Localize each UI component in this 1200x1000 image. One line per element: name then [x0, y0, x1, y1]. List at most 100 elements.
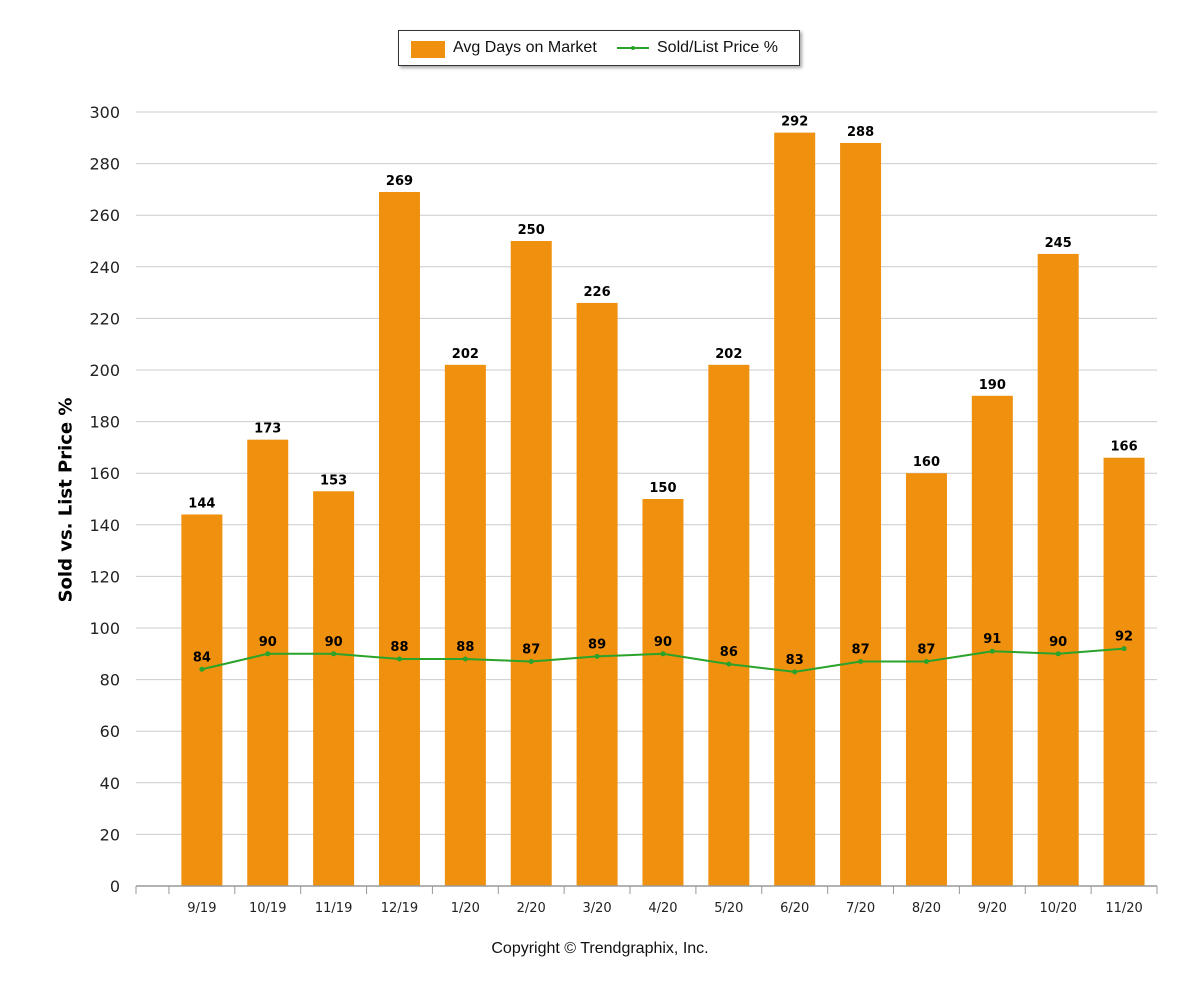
- line-value-label: 90: [259, 635, 277, 650]
- x-tick-label-11/19: 11/19: [315, 901, 352, 916]
- x-tick-label-9/19: 9/19: [187, 901, 216, 916]
- line-value-label: 88: [390, 640, 408, 655]
- bar-6/20: [774, 132, 816, 886]
- x-tick-label-3/20: 3/20: [582, 901, 611, 916]
- line-point-10/19: [265, 651, 271, 657]
- bar-value-label: 202: [715, 347, 742, 362]
- y-tick-label-120: 120: [89, 567, 120, 586]
- y-axis-title: Sold vs. List Price %: [55, 397, 77, 603]
- x-tick-label-11/20: 11/20: [1105, 901, 1142, 916]
- y-tick-label-40: 40: [100, 774, 120, 793]
- bar-3/20: [576, 302, 618, 886]
- line-value-label: 87: [852, 643, 870, 658]
- bar-11/19: [313, 491, 355, 886]
- y-tick-label-0: 0: [110, 877, 120, 896]
- line-point-4/20: [660, 651, 666, 657]
- x-tick-label-5/20: 5/20: [714, 901, 743, 916]
- bar-value-label: 144: [188, 496, 215, 511]
- line-point-12/19: [396, 656, 402, 662]
- y-tick-label-220: 220: [89, 309, 120, 328]
- line-value-label: 84: [193, 650, 211, 665]
- line-value-label: 88: [456, 640, 474, 655]
- bar-value-label: 226: [584, 285, 611, 300]
- line-value-label: 87: [522, 643, 540, 658]
- bar-12/19: [378, 191, 420, 887]
- bar-value-label: 269: [386, 174, 413, 189]
- y-tick-label-240: 240: [89, 258, 120, 277]
- legend-line-label: Sold/List Price %: [657, 39, 778, 56]
- bar-10/20: [1037, 253, 1079, 886]
- bar-value-label: 150: [649, 481, 676, 496]
- x-tick-label-10/20: 10/20: [1039, 901, 1076, 916]
- legend-bar-label: Avg Days on Market: [453, 39, 597, 56]
- bar-10/19: [247, 439, 289, 886]
- bar-value-label: 166: [1110, 440, 1137, 455]
- y-tick-label-160: 160: [89, 464, 120, 483]
- bar-value-label: 292: [781, 115, 808, 130]
- bar-data-labels: 144 173 153 269 202 250 226 150 202 292 288 160 190 2…: [188, 115, 1137, 512]
- bar-4/20: [642, 499, 684, 886]
- line-point-2/20: [528, 659, 534, 665]
- line-data-labels: 84 90 90 88 88 87 89 90 86 83 87 87 91 90 92: [193, 630, 1133, 668]
- line-point-3/20: [594, 653, 600, 659]
- bar-value-label: 173: [254, 422, 281, 437]
- line-series-sold-list: [199, 646, 1127, 675]
- x-tick-label-2/20: 2/20: [517, 901, 546, 916]
- bar-8/20: [905, 473, 947, 886]
- line-value-label: 89: [588, 637, 606, 652]
- bar-value-label: 250: [518, 223, 545, 238]
- line-point-9/19: [199, 666, 205, 672]
- line-value-label: 86: [720, 645, 738, 660]
- bar-value-label: 153: [320, 473, 347, 488]
- line-point-9/20: [989, 648, 995, 654]
- bar-5/20: [708, 364, 750, 887]
- line-point-1/20: [462, 656, 468, 662]
- bar-9/19: [181, 514, 223, 886]
- x-tick-label-12/19: 12/19: [381, 901, 418, 916]
- copyright-text: Copyright © Trendgraphix, Inc.: [491, 940, 709, 957]
- y-tick-label-280: 280: [89, 155, 120, 174]
- y-axis-ticks: 0 20 40 60 80 100 120 140 160 180 200 220 240 260 280 3…: [89, 103, 120, 896]
- line-point-6/20: [792, 669, 798, 675]
- bar-9/20: [971, 395, 1013, 886]
- y-tick-label-20: 20: [100, 825, 120, 844]
- bar-series-avg-days: [181, 132, 1145, 887]
- line-value-label: 83: [786, 653, 804, 668]
- line-value-label: 87: [917, 643, 935, 658]
- y-tick-label-60: 60: [100, 722, 120, 741]
- bar-7/20: [840, 142, 882, 886]
- line-value-label: 90: [325, 635, 343, 650]
- x-tick-label-8/20: 8/20: [912, 901, 941, 916]
- bar-value-label: 288: [847, 125, 874, 140]
- bar-value-label: 160: [913, 455, 940, 470]
- line-point-11/20: [1121, 646, 1127, 652]
- bar-2/20: [510, 241, 552, 886]
- line-point-7/20: [858, 659, 864, 665]
- y-tick-label-200: 200: [89, 361, 120, 380]
- y-tick-label-300: 300: [89, 103, 120, 122]
- line-point-11/19: [331, 651, 337, 657]
- line-point-5/20: [726, 661, 732, 667]
- x-tick-label-9/20: 9/20: [978, 901, 1007, 916]
- bar-1/20: [444, 364, 486, 887]
- y-tick-label-180: 180: [89, 413, 120, 432]
- y-tick-label-100: 100: [89, 619, 120, 638]
- legend: Avg Days on Market Sold/List Price %: [398, 30, 800, 66]
- x-tick-label-1/20: 1/20: [451, 901, 480, 916]
- legend-bar-swatch: [411, 41, 445, 58]
- y-tick-label-140: 140: [89, 516, 120, 535]
- x-tick-label-6/20: 6/20: [780, 901, 809, 916]
- line-value-label: 92: [1115, 630, 1133, 645]
- legend-line-marker: [631, 46, 635, 50]
- y-tick-label-80: 80: [100, 671, 120, 690]
- x-tick-label-4/20: 4/20: [648, 901, 677, 916]
- bar-value-label: 245: [1045, 236, 1072, 251]
- x-tick-label-10/19: 10/19: [249, 901, 286, 916]
- line-point-8/20: [923, 659, 929, 665]
- x-axis-ticks: 9/19 10/19 11/19 12/19 1/20 2/20 3/20 4/20 5/20 6…: [135, 886, 1158, 916]
- line-point-10/20: [1055, 651, 1061, 657]
- line-value-label: 90: [654, 635, 672, 650]
- x-tick-label-7/20: 7/20: [846, 901, 875, 916]
- y-tick-label-260: 260: [89, 206, 120, 225]
